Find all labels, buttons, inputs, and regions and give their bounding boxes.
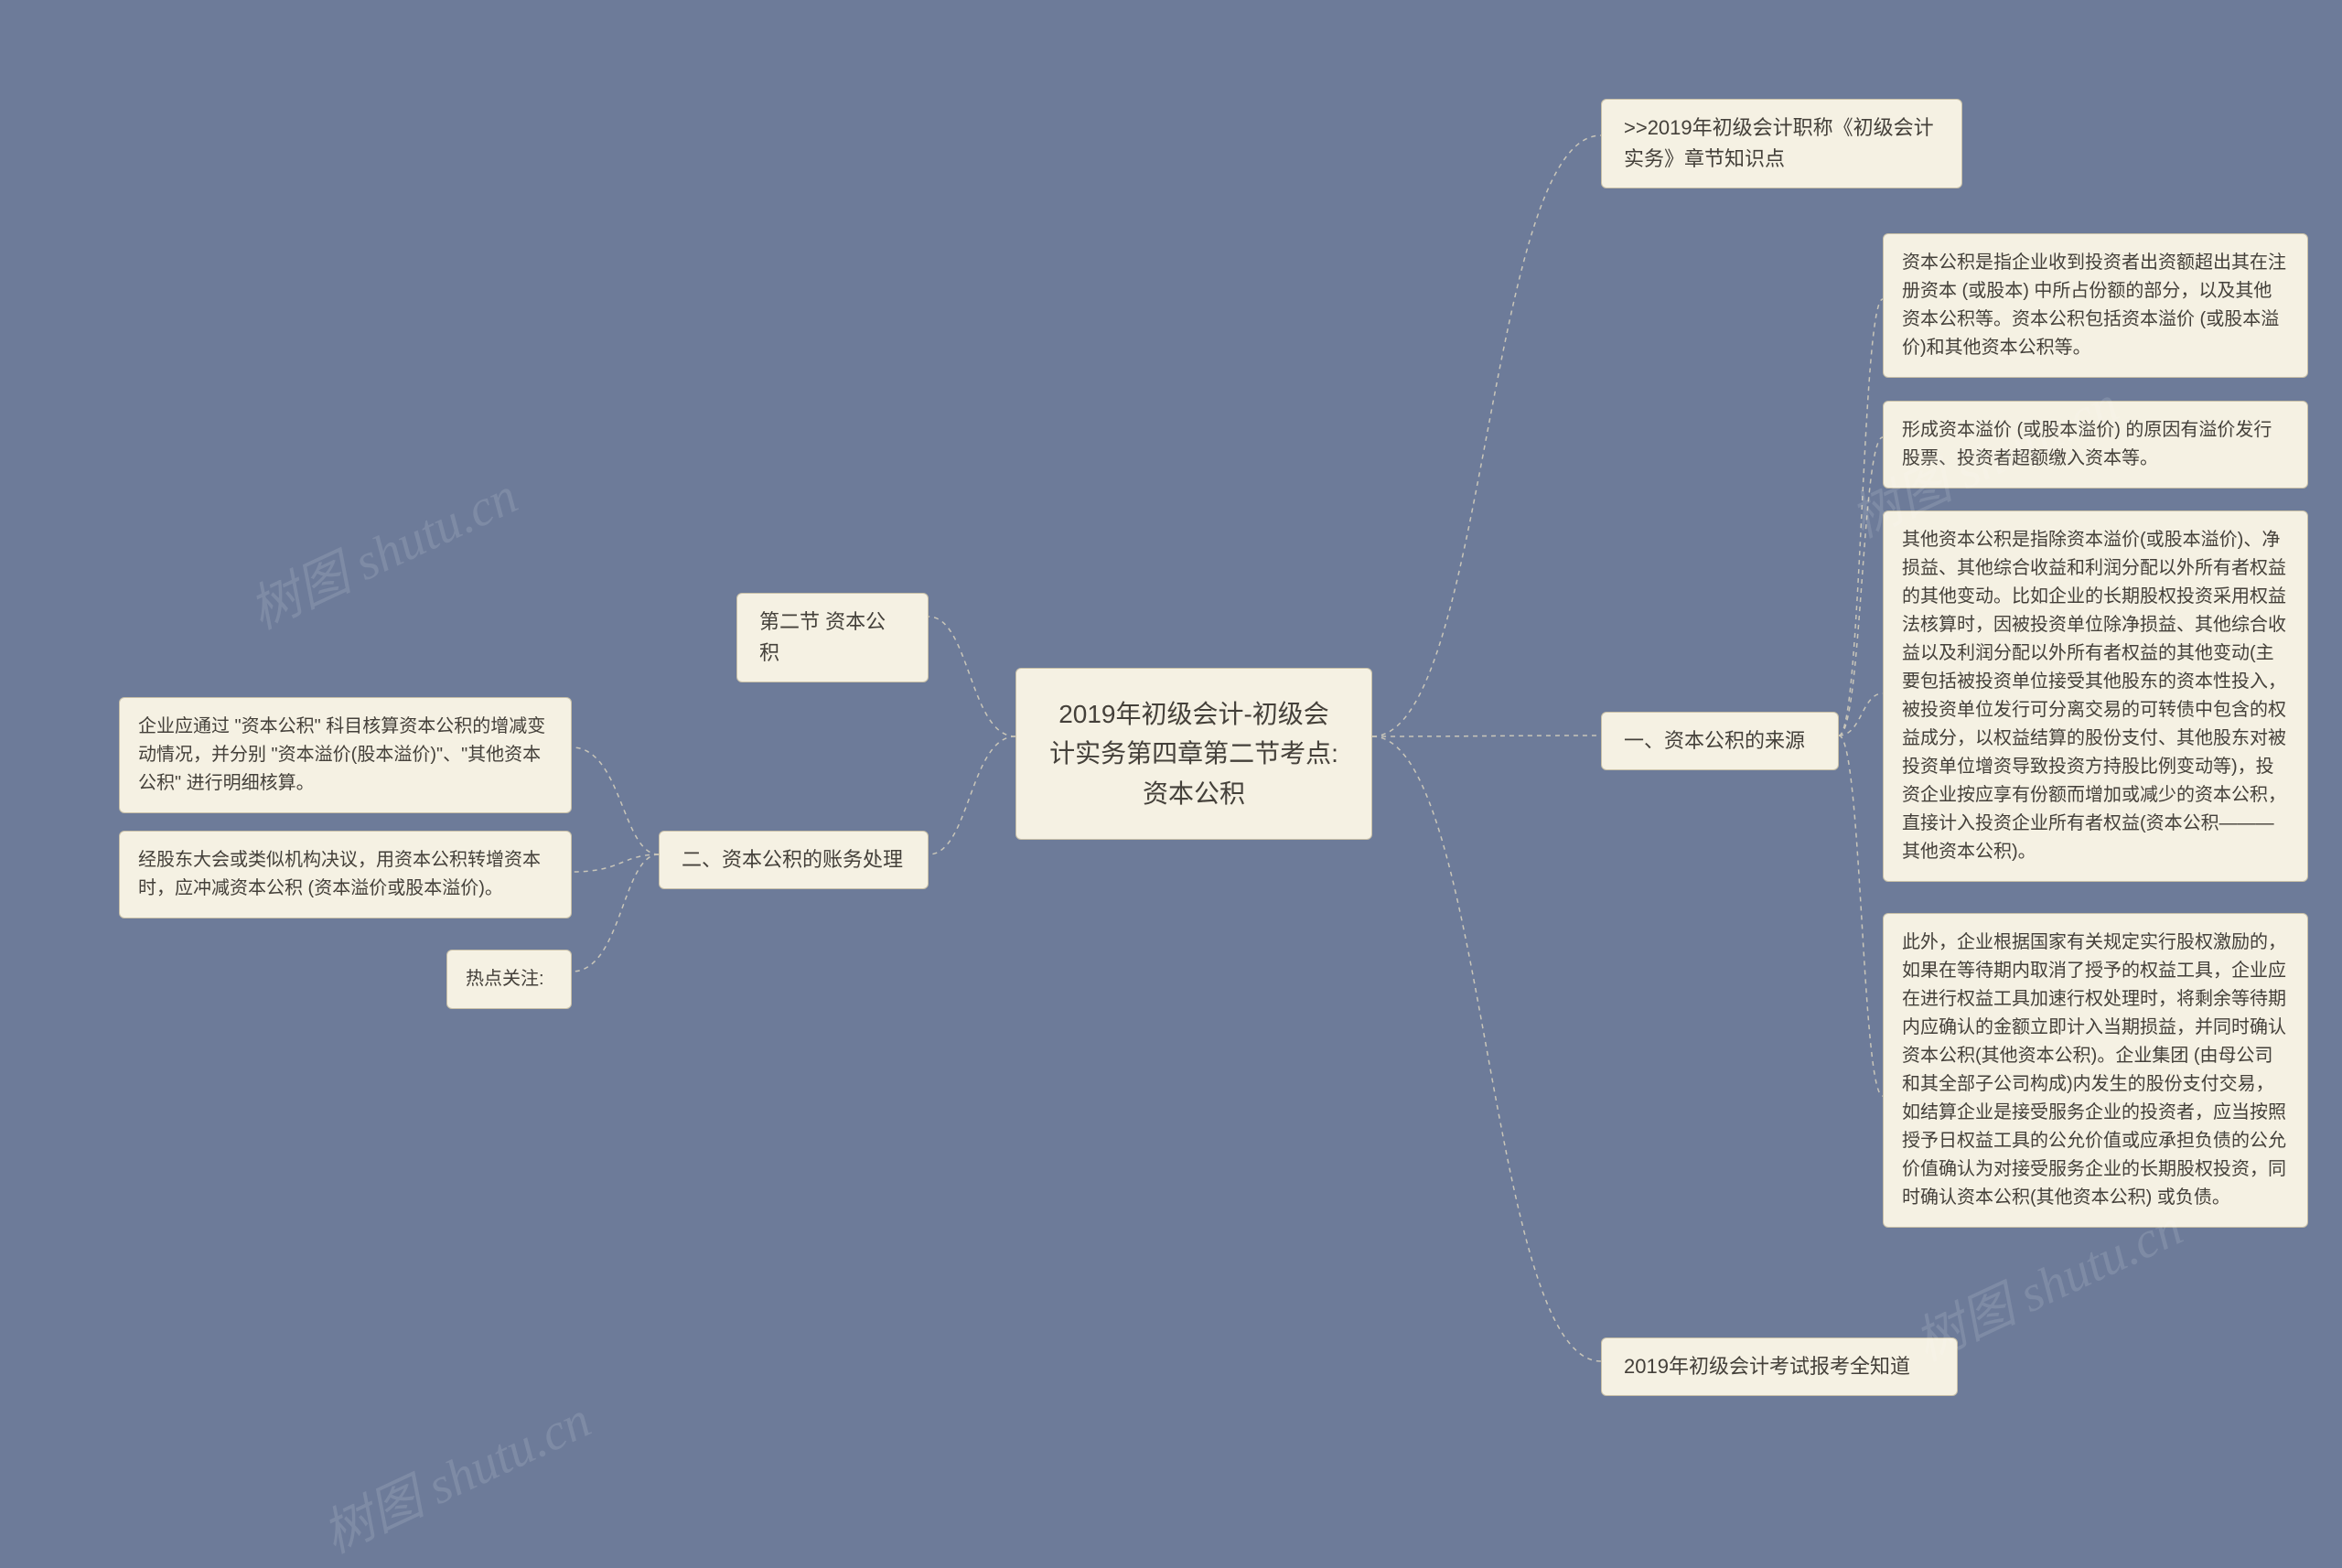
branch-link2: 2019年初级会计考试报考全知道 [1601,1337,1958,1396]
branch-source: 一、资本公积的来源 [1601,712,1839,770]
branch-accounting: 二、资本公积的账务处理 [659,831,929,889]
watermark: 树图 shutu.cn [309,1379,601,1567]
branch-section2: 第二节 资本公积 [736,593,929,682]
leaf-acc2: 经股东大会或类似机构决议，用资本公积转增资本时，应冲减资本公积 (资本溢价或股本… [119,831,572,918]
watermark: 树图 shutu.cn [236,455,528,643]
center-node: 2019年初级会计-初级会计实务第四章第二节考点:资本公积 [1015,668,1372,840]
branch-link1: >>2019年初级会计职称《初级会计实务》章节知识点 [1601,99,1962,188]
leaf-hot: 热点关注: [446,950,572,1009]
leaf-src4: 此外，企业根据国家有关规定实行股权激励的，如果在等待期内取消了授予的权益工具，企… [1883,913,2308,1228]
leaf-src2: 形成资本溢价 (或股本溢价) 的原因有溢价发行股票、投资者超额缴入资本等。 [1883,401,2308,489]
leaf-src1: 资本公积是指企业收到投资者出资额超出其在注册资本 (或股本) 中所占份额的部分，… [1883,233,2308,378]
leaf-acc1: 企业应通过 "资本公积" 科目核算资本公积的增减变动情况，并分别 "资本溢价(股… [119,697,572,813]
leaf-src3: 其他资本公积是指除资本溢价(或股本溢价)、净损益、其他综合收益和利润分配以外所有… [1883,510,2308,882]
